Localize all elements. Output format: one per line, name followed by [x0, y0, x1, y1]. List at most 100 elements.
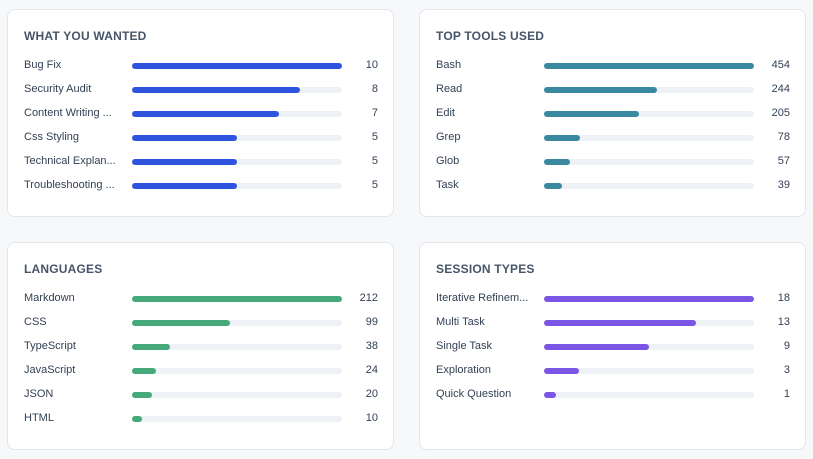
bar-value: 78 — [777, 131, 790, 143]
bar-fill — [544, 183, 563, 189]
bar-fill — [544, 87, 657, 93]
bar-label: Bash — [436, 59, 462, 71]
bar-label: Security Audit — [24, 83, 92, 95]
bar-row: Glob 57 — [436, 154, 790, 170]
bar-fill — [132, 159, 237, 165]
bar-value: 13 — [777, 316, 790, 328]
bar-track — [132, 344, 342, 350]
bar-label: Read — [436, 83, 463, 95]
bar-value: 10 — [365, 59, 378, 71]
bar-value: 18 — [777, 292, 790, 304]
bar-track — [544, 87, 754, 93]
bar-value: 212 — [359, 292, 378, 304]
bar-label: TypeScript — [24, 340, 76, 352]
bar-value: 24 — [365, 364, 378, 376]
bar-fill — [132, 135, 237, 141]
bar-label: Glob — [436, 155, 460, 167]
what-you-wanted-panel: WHAT YOU WANTED Bug Fix 10 Security Audit … — [7, 9, 394, 217]
bar-row: Exploration 3 — [436, 363, 790, 379]
session-types-panel: SESSION TYPES Iterative Refinem... 18 Mult… — [419, 242, 806, 450]
bar-value: 38 — [365, 340, 378, 352]
bar-label: JavaScript — [24, 364, 76, 376]
bar-track — [132, 111, 342, 117]
bar-value: 20 — [365, 388, 378, 400]
bar-track — [132, 320, 342, 326]
bar-row: JavaScript 24 — [24, 363, 378, 379]
bar-track — [132, 159, 342, 165]
languages-panel: LANGUAGES Markdown 212 CSS 99 TypeScript 38… — [7, 242, 394, 450]
bar-track — [544, 63, 754, 69]
bar-label: Quick Question — [436, 388, 512, 400]
bar-label: Iterative Refinem... — [436, 292, 529, 304]
bar-fill — [544, 344, 649, 350]
bar-track — [544, 135, 754, 141]
bar-value: 39 — [777, 179, 790, 191]
bar-label: Multi Task — [436, 316, 485, 328]
bar-track — [132, 368, 342, 374]
bar-row: Css Styling 5 — [24, 130, 378, 146]
bar-track — [544, 183, 754, 189]
bar-fill — [132, 111, 279, 117]
bar-fill — [132, 368, 156, 374]
bar-track — [544, 344, 754, 350]
bar-value: 205 — [771, 107, 790, 119]
bar-row: Security Audit 8 — [24, 82, 378, 98]
bar-row: Content Writing ... 7 — [24, 106, 378, 122]
bar-label: Technical Explan... — [24, 155, 116, 167]
bar-row: Markdown 212 — [24, 291, 378, 307]
bar-value: 5 — [371, 131, 378, 143]
bar-fill — [544, 159, 571, 165]
bar-track — [132, 63, 342, 69]
bar-fill — [544, 368, 579, 374]
bar-fill — [132, 416, 142, 422]
bar-fill — [132, 320, 231, 326]
bar-track — [132, 183, 342, 189]
bar-value: 10 — [365, 412, 378, 424]
bar-row: Troubleshooting ... 5 — [24, 178, 378, 194]
bar-value: 9 — [783, 340, 790, 352]
bar-fill — [132, 183, 237, 189]
bar-fill — [544, 63, 754, 69]
top-tools-panel: TOP TOOLS USED Bash 454 Read 244 Edit 205 Gr… — [419, 9, 806, 217]
bar-label: Bug Fix — [24, 59, 62, 71]
bar-fill — [132, 63, 342, 69]
bar-row: Grep 78 — [436, 130, 790, 146]
bar-fill — [544, 135, 581, 141]
bar-value: 3 — [783, 364, 790, 376]
bar-label: Markdown — [24, 292, 75, 304]
bar-track — [544, 296, 754, 302]
bar-row: TypeScript 38 — [24, 339, 378, 355]
bar-value: 244 — [771, 83, 790, 95]
bar-value: 7 — [371, 107, 378, 119]
bar-fill — [132, 344, 170, 350]
bar-value: 99 — [365, 316, 378, 328]
bar-fill — [132, 392, 152, 398]
panel-title: LANGUAGES — [24, 262, 103, 276]
bar-row: Multi Task 13 — [436, 315, 790, 331]
bar-label: Edit — [436, 107, 455, 119]
bar-value: 1 — [783, 388, 790, 400]
bar-fill — [544, 392, 556, 398]
bar-fill — [544, 111, 639, 117]
bar-track — [544, 368, 754, 374]
bar-track — [544, 320, 754, 326]
bar-label: Css Styling — [24, 131, 80, 143]
panel-title: SESSION TYPES — [436, 262, 535, 276]
bar-track — [132, 392, 342, 398]
bar-fill — [132, 87, 300, 93]
bar-row: Iterative Refinem... 18 — [436, 291, 790, 307]
bar-label: Task — [436, 179, 459, 191]
bar-value: 454 — [771, 59, 790, 71]
bar-label: Troubleshooting ... — [24, 179, 115, 191]
bar-track — [544, 111, 754, 117]
bar-label: Grep — [436, 131, 461, 143]
bar-label: Single Task — [436, 340, 493, 352]
bar-label: CSS — [24, 316, 47, 328]
bar-fill — [544, 320, 696, 326]
panel-title: WHAT YOU WANTED — [24, 29, 147, 43]
bar-row: JSON 20 — [24, 387, 378, 403]
bar-fill — [132, 296, 342, 302]
bar-row: Technical Explan... 5 — [24, 154, 378, 170]
bar-track — [544, 159, 754, 165]
bar-row: HTML 10 — [24, 411, 378, 427]
